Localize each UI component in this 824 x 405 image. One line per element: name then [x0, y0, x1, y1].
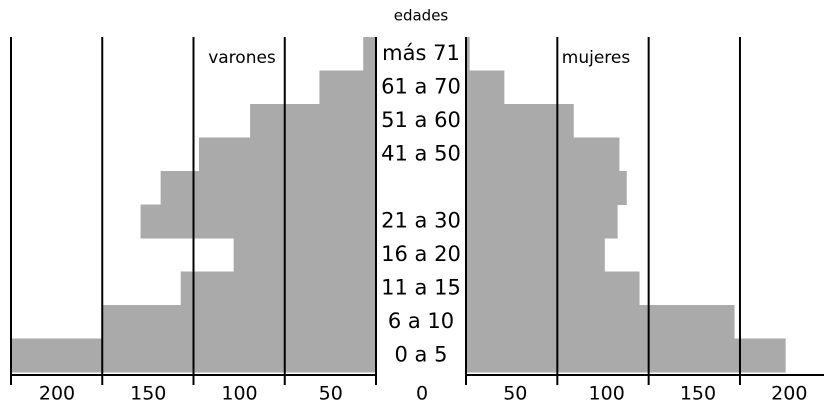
- bar: [466, 70, 505, 105]
- x-tick-label: 150: [130, 383, 166, 405]
- chart-title: edades: [394, 7, 449, 25]
- x-tick-label: 100: [221, 383, 257, 405]
- series-label: mujeres: [562, 48, 631, 68]
- bar: [466, 137, 620, 172]
- bar: [319, 70, 376, 105]
- bar: [466, 238, 605, 272]
- label-bg: [380, 40, 462, 67]
- category-label: 16 a 20: [381, 242, 461, 266]
- label-bg: [380, 275, 462, 302]
- bar: [466, 104, 574, 138]
- label-bg: [380, 241, 462, 268]
- label-bg: [380, 107, 462, 134]
- bar: [466, 204, 618, 239]
- category-label: 51 a 60: [381, 108, 461, 132]
- bar: [160, 171, 376, 205]
- x-tick-label: 200: [771, 383, 807, 405]
- bar: [198, 137, 376, 172]
- bar: [102, 305, 376, 339]
- bar: [363, 37, 376, 71]
- label-bg: [380, 308, 462, 335]
- category-label: 11 a 15: [381, 275, 461, 299]
- category-label: 41 a 50: [381, 141, 461, 165]
- x-tick-label: 0: [416, 383, 428, 405]
- x-tick-label: 150: [680, 383, 716, 405]
- label-bg: [380, 74, 462, 101]
- category-label: 6 a 10: [388, 309, 454, 333]
- bar: [466, 171, 627, 205]
- bar: [466, 271, 640, 306]
- label-bg: [380, 141, 462, 168]
- x-tick-label: 50: [503, 383, 527, 405]
- bar: [233, 238, 376, 272]
- x-tick-label: 50: [319, 383, 343, 405]
- label-bg: [380, 342, 462, 369]
- bar: [180, 271, 376, 306]
- bar: [466, 338, 786, 373]
- label-bg: [380, 208, 462, 235]
- bar: [466, 37, 470, 71]
- category-label: más 71: [382, 41, 460, 65]
- bar: [466, 305, 735, 339]
- series-label: varones: [208, 48, 276, 68]
- bar: [250, 104, 376, 138]
- x-tick-label: 100: [589, 383, 625, 405]
- category-label: 61 a 70: [381, 74, 461, 98]
- category-label: 21 a 30: [381, 208, 461, 232]
- bar: [140, 204, 376, 239]
- x-tick-label: 200: [39, 383, 75, 405]
- category-label: 0 a 5: [395, 342, 448, 366]
